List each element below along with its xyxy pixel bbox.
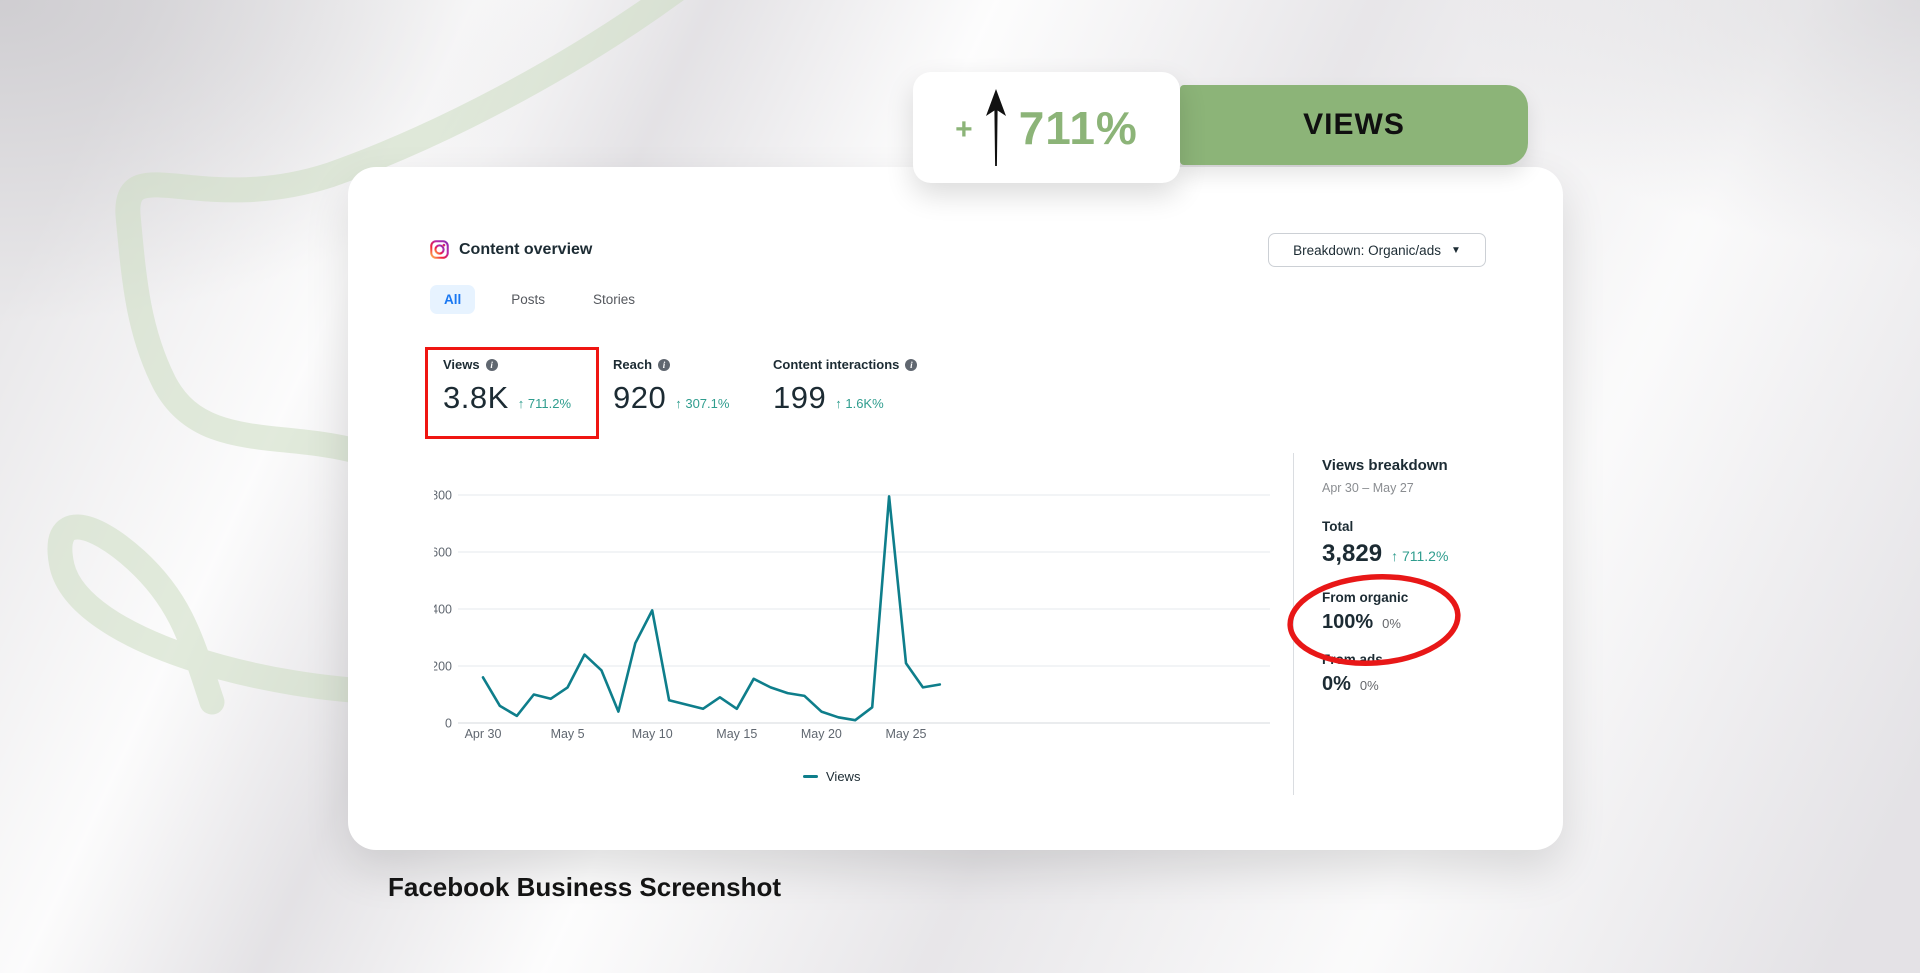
metric-reach-label: Reach [613, 357, 653, 372]
tab-stories[interactable]: Stories [593, 292, 636, 307]
breakdown-ads-value: 0% [1322, 673, 1351, 695]
breakdown-organic-value: 100% [1322, 611, 1374, 633]
metric-reach-delta: ↑ 307.1% [675, 396, 730, 411]
metric-views-label: Views [443, 357, 480, 372]
breakdown-dropdown[interactable]: Breakdown: Organic/ads ▼ [1268, 233, 1486, 267]
breakdown-ads-delta: 0% [1359, 678, 1379, 693]
metric-ci-label: Content interactions [773, 357, 900, 372]
svg-text:600: 600 [434, 546, 452, 560]
svg-text:May 5: May 5 [551, 727, 585, 741]
content-overview-card: Content overview Breakdown: Organic/ads … [348, 167, 1563, 850]
info-icon[interactable]: i [905, 358, 918, 371]
svg-text:800: 800 [434, 489, 452, 503]
breakdown-total-label: Total [1322, 519, 1354, 534]
breakdown-organic-delta: 0% [1382, 616, 1401, 631]
instagram-icon [430, 240, 449, 259]
metric-ci-value: 199 [773, 380, 827, 415]
chevron-down-icon: ▼ [1450, 244, 1461, 256]
breakdown-organic-label: From organic [1322, 590, 1409, 605]
views-banner-label: VIEWS [1303, 108, 1405, 141]
svg-text:0: 0 [445, 717, 452, 731]
svg-text:May 15: May 15 [716, 727, 757, 741]
legend-label: Views [826, 769, 861, 784]
metric-ci-delta: ↑ 1.6K% [835, 396, 884, 411]
chart-legend[interactable]: Views [803, 769, 860, 784]
svg-text:May 20: May 20 [801, 727, 842, 741]
views-line-chart: 0 200 400 600 800 Apr 30 May 5 May 10 May 15 May … [434, 489, 1270, 741]
metric-views-value: 3.8K [443, 380, 509, 415]
breakdown-ads-label: From ads [1322, 652, 1383, 667]
breakdown-total-value: 3,829 [1322, 540, 1383, 567]
metric-reach-value: 920 [613, 380, 667, 415]
metric-reach: Reach i 920 ↑ 307.1% [613, 357, 729, 416]
info-icon[interactable]: i [485, 358, 498, 371]
card-header: Content overview [430, 240, 592, 259]
breakdown-date-range: Apr 30 – May 27 [1322, 481, 1414, 495]
svg-text:400: 400 [434, 603, 452, 617]
metric-views: Views i 3.8K ↑ 711.2% [443, 357, 571, 416]
legend-line-swatch [803, 774, 818, 779]
breakdown-total-delta: ↑ 711.2% [1391, 548, 1449, 564]
tab-all[interactable]: All [430, 285, 476, 314]
content-tabs: All Posts Stories [430, 285, 647, 314]
image-caption: Facebook Business Screenshot [388, 872, 782, 902]
growth-badge: + 711% [913, 72, 1180, 183]
views-breakdown-panel: Views breakdown Apr 30 – May 27 Total 3,… [1322, 457, 1532, 696]
metric-content-interactions: Content interactions i 199 ↑ 1.6K% [773, 357, 918, 416]
svg-text:May 25: May 25 [886, 727, 927, 741]
info-icon[interactable]: i [658, 358, 671, 371]
tab-posts[interactable]: Posts [511, 292, 546, 307]
breakdown-dropdown-label: Breakdown: Organic/ads [1293, 242, 1441, 258]
plus-sign: + [955, 112, 973, 146]
svg-text:Apr 30: Apr 30 [465, 727, 502, 741]
svg-text:200: 200 [434, 660, 452, 674]
svg-text:May 10: May 10 [632, 727, 673, 741]
panel-divider [1293, 453, 1294, 795]
views-banner: VIEWS [1180, 85, 1528, 165]
up-arrow-icon [985, 88, 1006, 166]
breakdown-title: Views breakdown [1322, 457, 1448, 474]
page-title: Content overview [459, 240, 593, 258]
growth-percentage: 711% [1018, 101, 1138, 154]
metric-views-delta: ↑ 711.2% [517, 396, 572, 411]
